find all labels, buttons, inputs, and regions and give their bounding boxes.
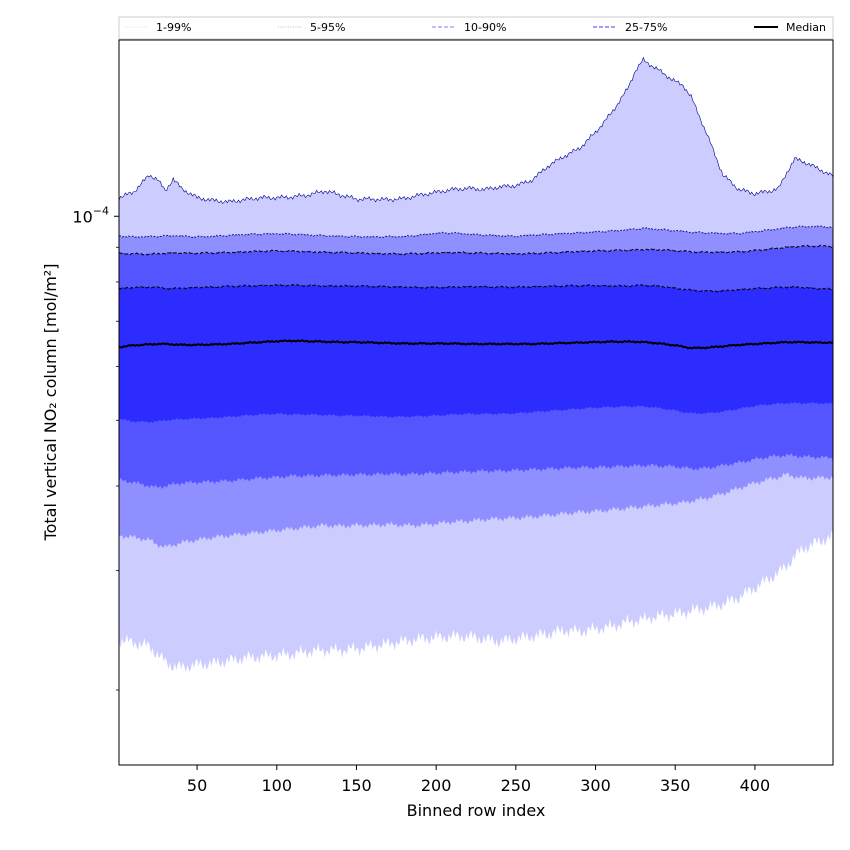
legend: 1-99% 5-95% 10-90% 25-75% Median	[118, 16, 834, 40]
x-axis: 50 100 150 200 250 300 350 400	[187, 765, 770, 795]
y-axis: 10−4	[72, 204, 119, 691]
x-tick-label: 250	[501, 776, 532, 795]
y-axis-label: Total vertical NO₂ column [mol/m²]	[41, 264, 60, 542]
band-upper-line-1-99%	[119, 56, 833, 205]
legend-label: 10-90%	[464, 21, 506, 34]
x-tick-label: 200	[421, 776, 452, 795]
band-upper-line-10-90%	[119, 244, 833, 256]
band-upper-line-25-75%	[119, 283, 833, 293]
band-25-75%	[119, 284, 833, 423]
legend-label: 25-75%	[625, 21, 667, 34]
x-tick-label: 350	[660, 776, 691, 795]
legend-frame	[118, 16, 834, 40]
x-tick-label: 50	[187, 776, 207, 795]
x-tick-label: 100	[262, 776, 293, 795]
legend-label: Median	[786, 21, 826, 34]
x-tick-label: 300	[580, 776, 611, 795]
plot-area	[118, 39, 834, 766]
y-tick-label: 10−4	[72, 204, 109, 226]
legend-label: 1-99%	[156, 21, 191, 34]
plot-frame	[118, 39, 834, 766]
x-tick-label: 400	[740, 776, 771, 795]
legend-label: 5-95%	[310, 21, 345, 34]
median-line	[119, 339, 833, 350]
x-axis-label: Binned row index	[407, 801, 546, 820]
x-tick-label: 150	[341, 776, 372, 795]
